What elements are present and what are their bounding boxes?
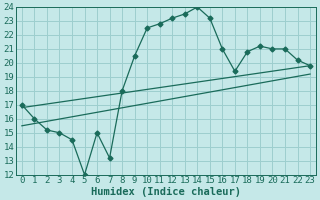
X-axis label: Humidex (Indice chaleur): Humidex (Indice chaleur) [91, 186, 241, 197]
